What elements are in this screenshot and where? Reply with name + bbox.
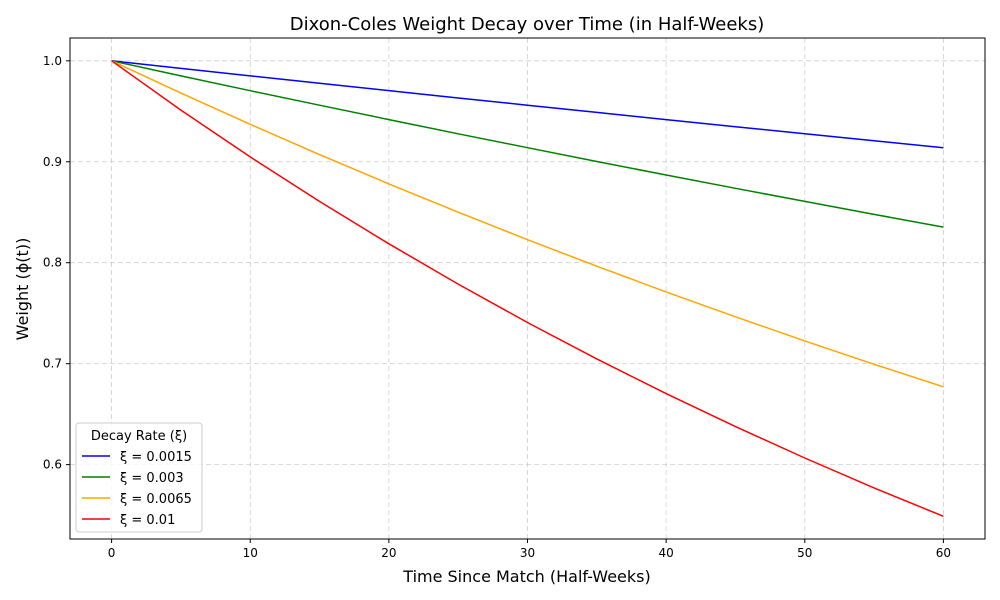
x-tick-label: 30 <box>520 546 535 560</box>
legend-entry: ξ = 0.0065 <box>120 492 192 507</box>
legend-entry: ξ = 0.0015 <box>120 450 192 465</box>
x-axis-label: Time Since Match (Half-Weeks) <box>402 567 650 586</box>
series-line <box>111 60 944 149</box>
y-tick-label: 1.0 <box>43 54 62 68</box>
legend-entry: ξ = 0.003 <box>120 471 184 486</box>
series-line <box>111 60 944 517</box>
legend-title: Decay Rate (ξ) <box>91 429 187 444</box>
y-tick-label: 0.6 <box>43 458 62 472</box>
x-tick-label: 40 <box>658 546 673 560</box>
y-axis: 0.6 0.7 0.8 0.9 1.0 <box>43 54 70 472</box>
x-tick-label: 60 <box>936 546 951 560</box>
series-lines <box>111 60 944 517</box>
y-tick-label: 0.8 <box>43 256 62 270</box>
legend-entry: ξ = 0.01 <box>120 513 175 528</box>
x-axis: 0 10 20 30 40 50 60 <box>108 539 951 560</box>
x-tick-label: 50 <box>797 546 812 560</box>
x-tick-label: 20 <box>381 546 396 560</box>
series-line <box>111 60 944 388</box>
chart-title: Dixon-Coles Weight Decay over Time (in H… <box>290 14 765 35</box>
legend: Decay Rate (ξ) ξ = 0.0015 ξ = 0.003 ξ = 0.… <box>75 422 203 533</box>
x-tick-label: 10 <box>243 546 258 560</box>
x-tick-label: 0 <box>108 546 116 560</box>
y-tick-label: 0.9 <box>43 155 62 169</box>
y-axis-label: Weight (ϕ(t)) <box>13 238 32 341</box>
series-line <box>111 60 944 228</box>
legend-box <box>75 422 203 533</box>
y-tick-label: 0.7 <box>43 357 62 371</box>
grid <box>70 38 985 539</box>
